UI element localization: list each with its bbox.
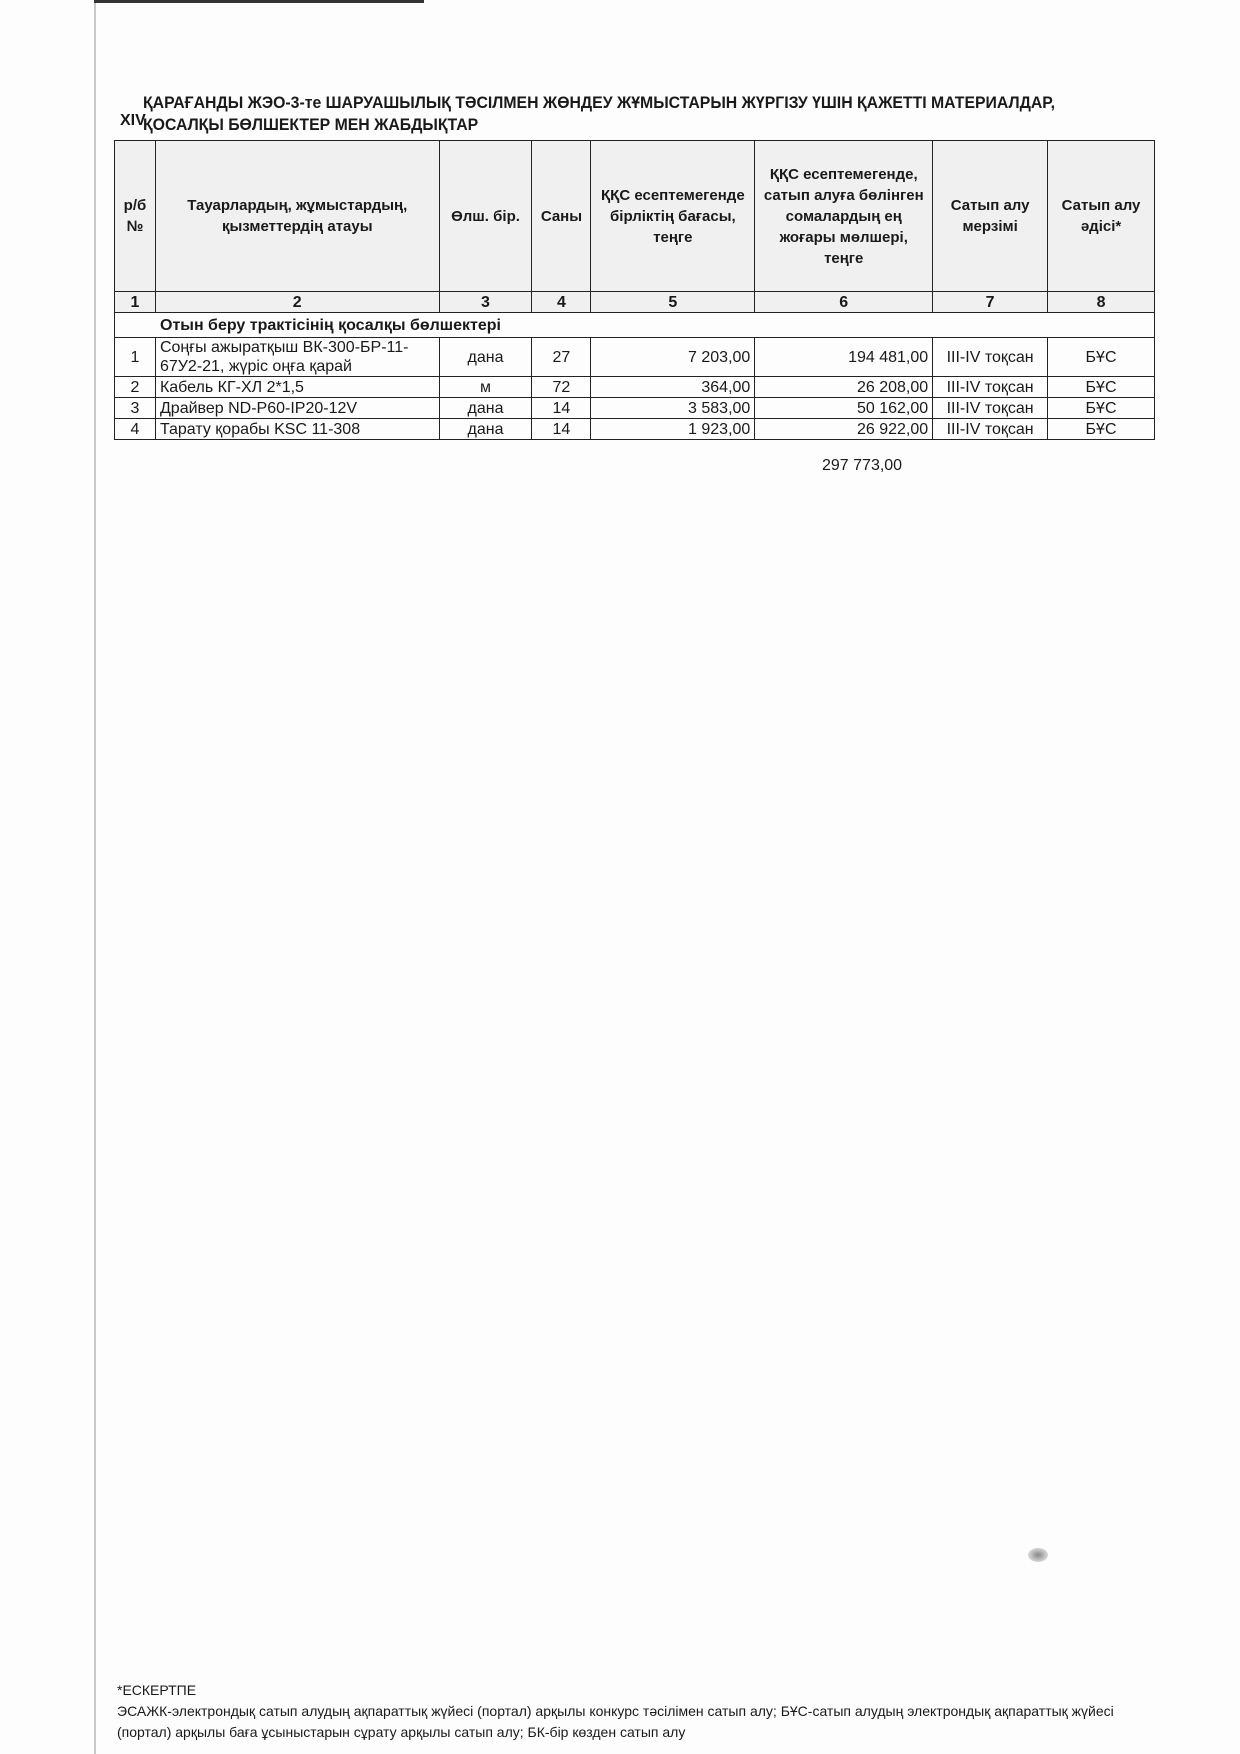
cell-method: БҰС: [1047, 418, 1155, 440]
cell-no: 3: [114, 397, 156, 419]
ink-smudge: [1028, 1548, 1048, 1562]
col-num: 3: [438, 291, 533, 313]
header-no: р/б №: [114, 140, 156, 292]
title-line-1: ҚАРАҒАНДЫ ЖЭО-3-те ШАРУАШЫЛЫҚ ТӘСІЛМЕН Ж…: [143, 93, 1056, 112]
cell-qty: 27: [531, 337, 592, 377]
header-period: Сатып алу мерзімі: [932, 140, 1049, 292]
cell-no: 4: [114, 418, 156, 440]
table-row: 3 Драйвер ND-P60-IP20-12V дана 14 3 583,00 50…: [114, 397, 1155, 419]
page-title: ҚАРАҒАНДЫ ЖЭО-3-те ШАРУАШЫЛЫҚ ТӘСІЛМЕН Ж…: [143, 92, 1055, 136]
table-row: 2 Кабель КГ-ХЛ 2*1,5 м 72 364,00 26 208,00 III…: [114, 376, 1155, 398]
cell-method: БҰС: [1047, 376, 1155, 398]
scan-edge-top: [94, 0, 424, 3]
cell-qty: 14: [531, 418, 592, 440]
cell-name: Кабель КГ-ХЛ 2*1,5: [154, 376, 440, 398]
col-num: 4: [531, 291, 592, 313]
cell-amount: 194 481,00: [754, 337, 934, 377]
column-number-row: 1 2 3 4 5 6 7 8: [114, 291, 1155, 313]
cell-method: БҰС: [1047, 397, 1155, 419]
col-num: 7: [932, 291, 1049, 313]
group-row: Отын беру трактісінің қосалқы бөлшектері: [114, 312, 1155, 338]
cell-unit: м: [438, 376, 533, 398]
cell-period: III-IV тоқсан: [932, 376, 1049, 398]
cell-period: III-IV тоқсан: [932, 397, 1049, 419]
header-price: ҚҚС есептемегенде бірліктің бағасы, теңг…: [590, 140, 756, 292]
cell-amount: 26 208,00: [754, 376, 934, 398]
header-row: р/б № Тауарлардың, жұмыстардың, қызметте…: [114, 140, 1155, 292]
cell-price: 364,00: [590, 376, 756, 398]
cell-method: БҰС: [1047, 337, 1155, 377]
cell-no: 1: [114, 337, 156, 377]
group-title: Отын беру трактісінің қосалқы бөлшектері: [114, 312, 1155, 338]
header-method: Сатып алу әдісі*: [1047, 140, 1155, 292]
title-line-2: ҚОСАЛҚЫ БӨЛШЕКТЕР МЕН ЖАБДЫҚТАР: [143, 115, 479, 134]
cell-unit: дана: [438, 397, 533, 419]
col-num: 1: [114, 291, 156, 313]
header-qty: Саны: [531, 140, 592, 292]
total-amount: 297 773,00: [822, 457, 903, 474]
cell-price: 7 203,00: [590, 337, 756, 377]
cell-price: 3 583,00: [590, 397, 756, 419]
col-num: 5: [590, 291, 756, 313]
cell-qty: 14: [531, 397, 592, 419]
cell-name: Драйвер ND-P60-IP20-12V: [154, 397, 440, 419]
header-amount: ҚҚС есептемегенде, сатып алуға бөлінген …: [754, 140, 934, 292]
col-num: 8: [1047, 291, 1155, 313]
header-unit: Өлш. бір.: [438, 140, 533, 292]
note-text: ЭСАЖК-электрондық сатып алудың ақпаратты…: [117, 1703, 1114, 1740]
cell-amount: 26 922,00: [754, 418, 934, 440]
cell-period: III-IV тоқсан: [932, 418, 1049, 440]
cell-name: Соңғы ажыратқыш ВК-300-БР-11-67У2-21, жү…: [154, 337, 440, 377]
cell-qty: 72: [531, 376, 592, 398]
footnote: *ЕСКЕРТПЕ ЭСАЖК-электрондық сатып алудың…: [117, 1680, 1157, 1743]
cell-unit: дана: [438, 337, 533, 377]
section-number: XIV: [120, 112, 146, 129]
note-title: *ЕСКЕРТПЕ: [117, 1682, 197, 1698]
col-num: 6: [754, 291, 934, 313]
cell-no: 2: [114, 376, 156, 398]
col-num: 2: [154, 291, 440, 313]
cell-amount: 50 162,00: [754, 397, 934, 419]
cell-unit: дана: [438, 418, 533, 440]
table-row: 4 Тарату қорабы KSC 11-308 дана 14 1 923,00 2…: [114, 418, 1155, 440]
scan-edge: [94, 0, 96, 1754]
cell-price: 1 923,00: [590, 418, 756, 440]
materials-table: р/б № Тауарлардың, жұмыстардың, қызметте…: [114, 140, 1155, 440]
cell-name: Тарату қорабы KSC 11-308: [154, 418, 440, 440]
cell-period: III-IV тоқсан: [932, 337, 1049, 377]
table-row: 1 Соңғы ажыратқыш ВК-300-БР-11-67У2-21, ж…: [114, 337, 1155, 377]
header-name: Тауарлардың, жұмыстардың, қызметтердің а…: [154, 140, 440, 292]
